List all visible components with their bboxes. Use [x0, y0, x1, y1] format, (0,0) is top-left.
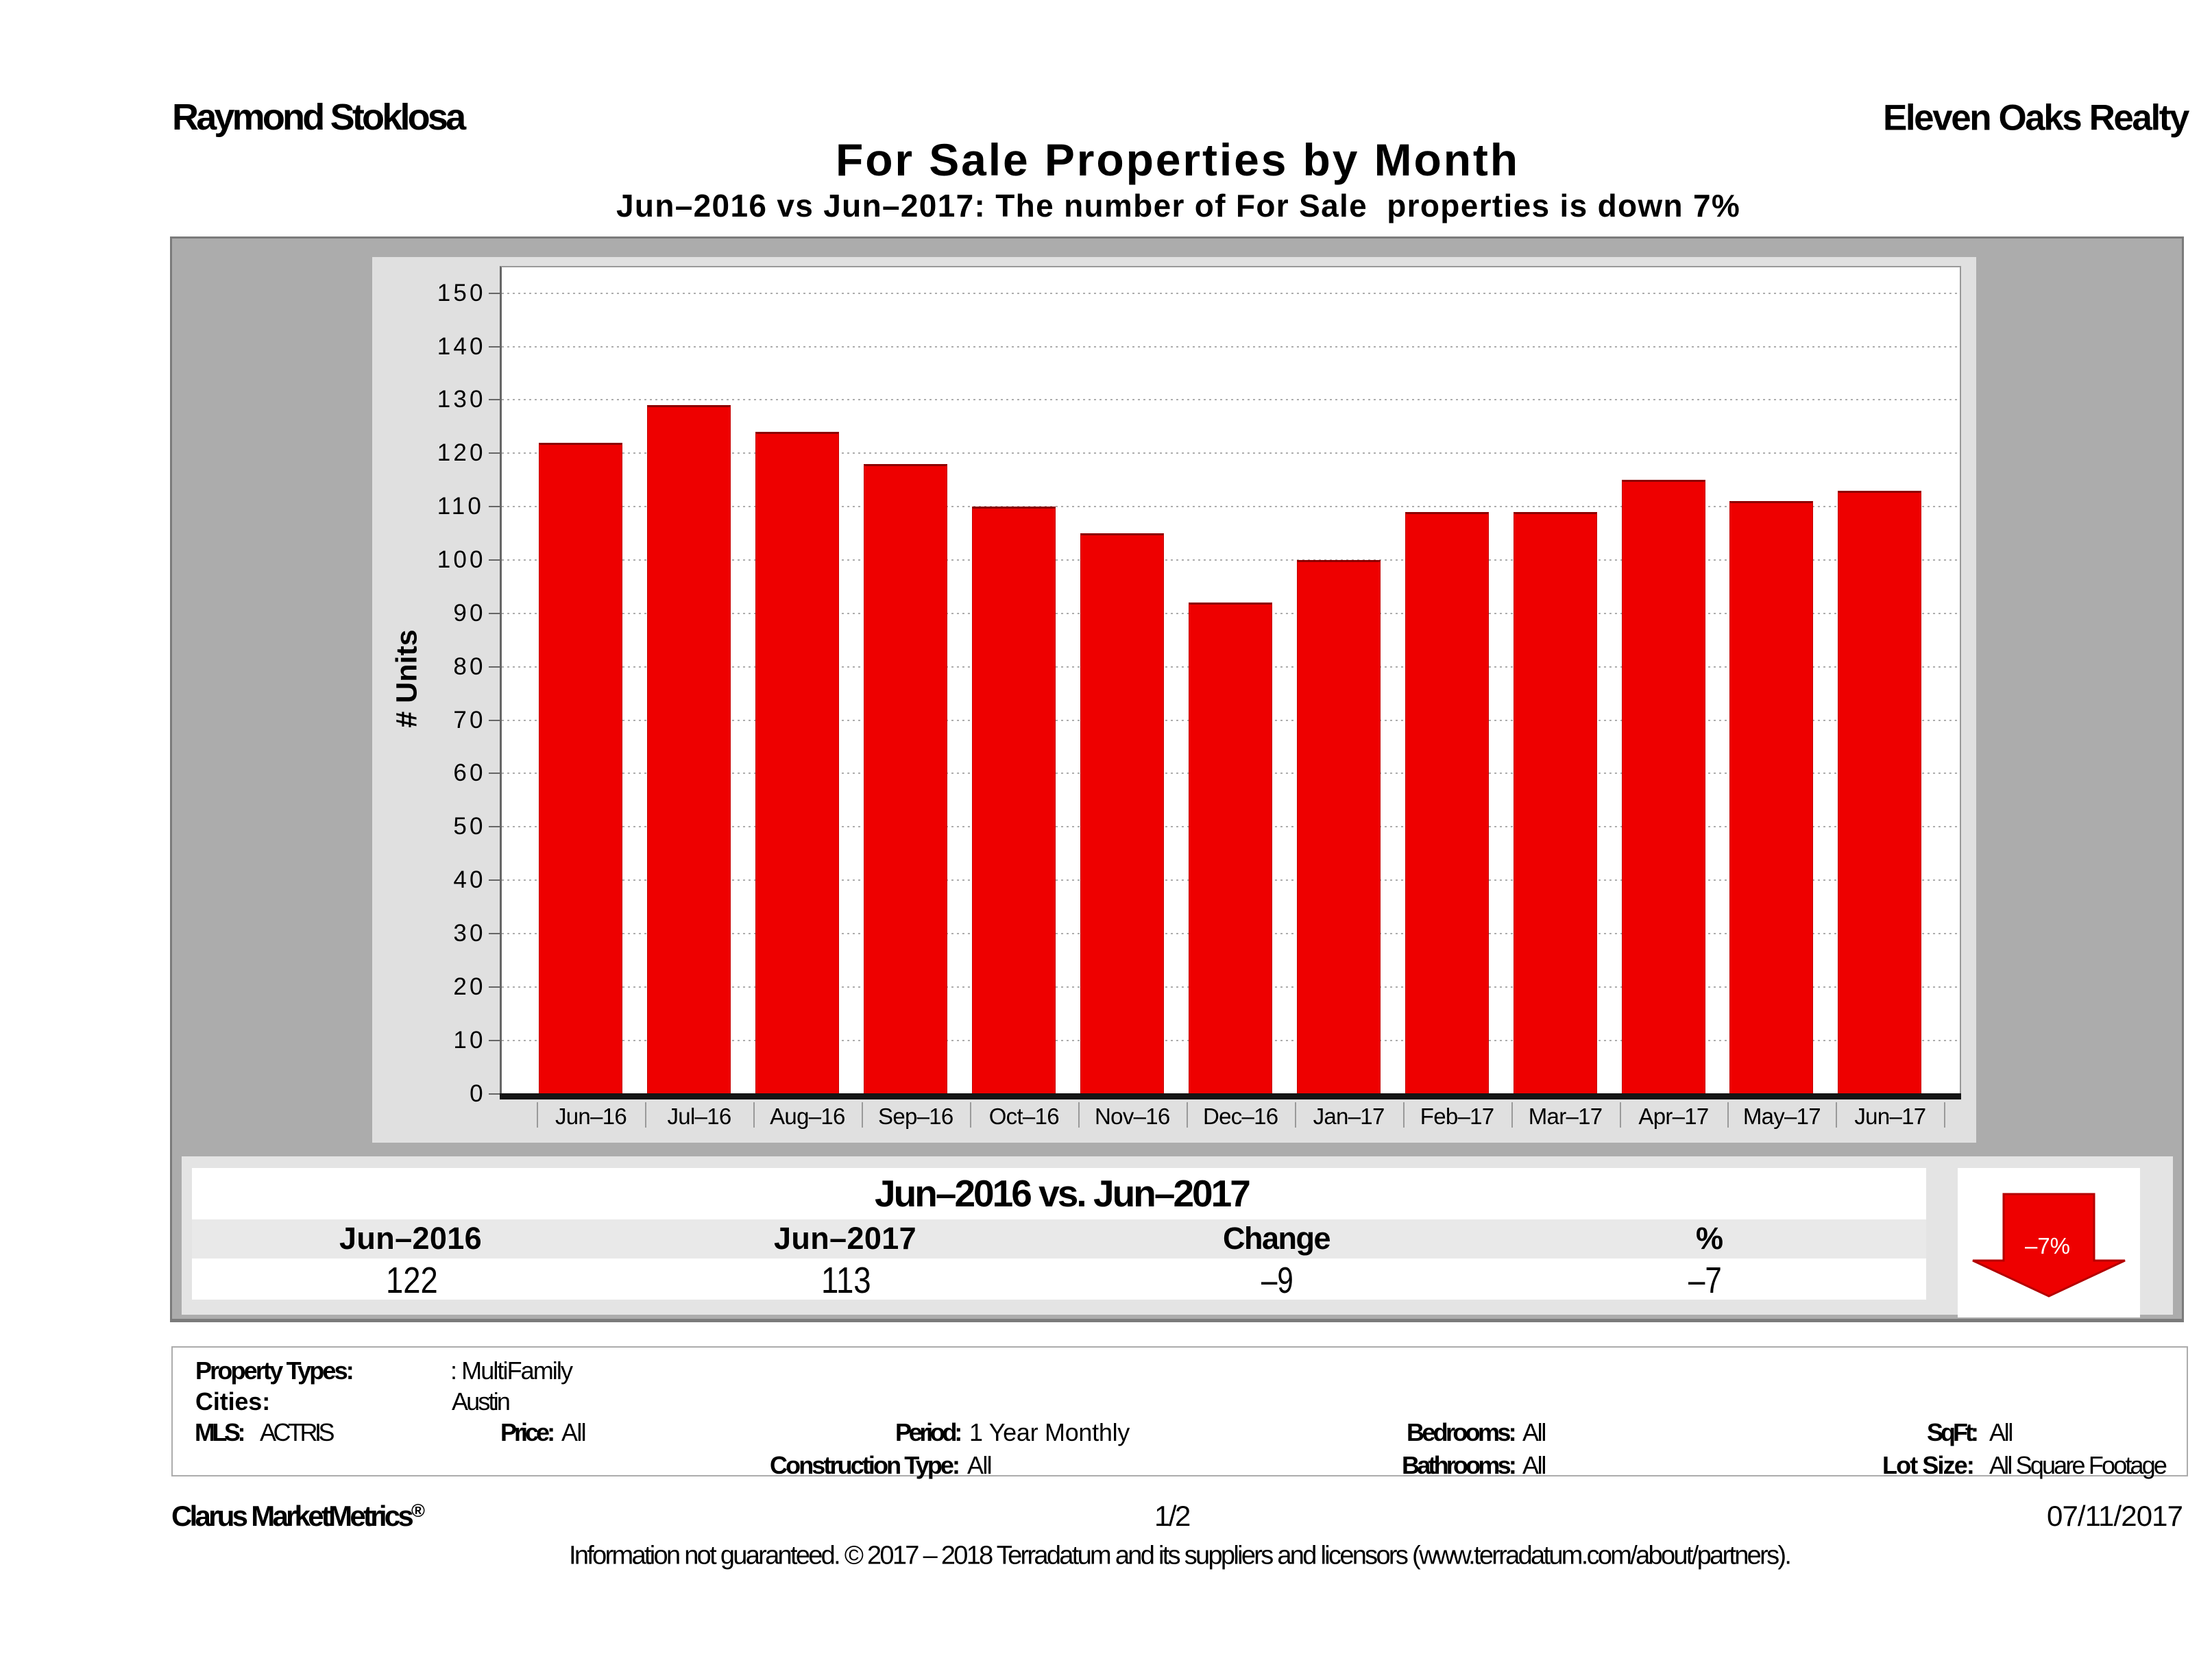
svg-text:–7%: –7%: [2025, 1233, 2070, 1258]
